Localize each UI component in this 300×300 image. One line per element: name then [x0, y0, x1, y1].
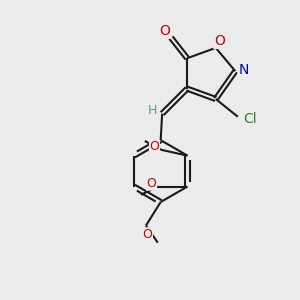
- Text: N: N: [238, 63, 249, 77]
- Text: H: H: [148, 103, 158, 117]
- Text: O: O: [142, 228, 152, 241]
- Text: O: O: [214, 34, 225, 48]
- Text: O: O: [147, 177, 157, 190]
- Text: O: O: [160, 24, 170, 38]
- Text: Cl: Cl: [243, 112, 257, 126]
- Text: O: O: [149, 140, 159, 153]
